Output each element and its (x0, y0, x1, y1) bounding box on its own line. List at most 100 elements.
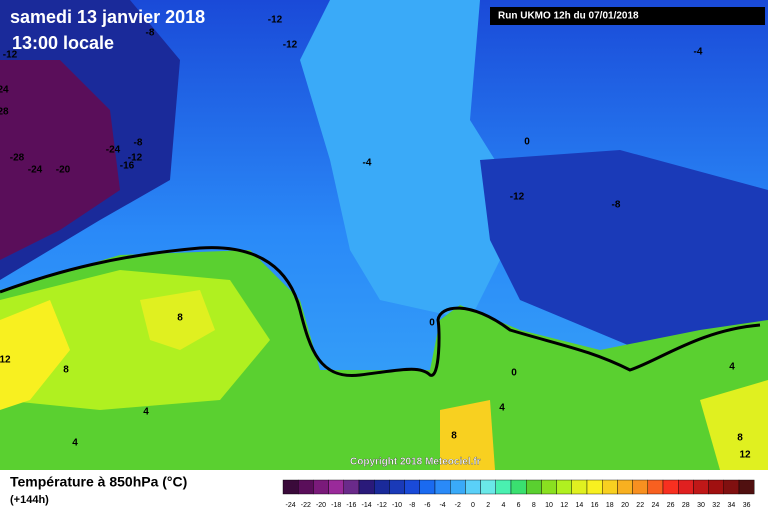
zero-isotherm (0, 246, 761, 378)
colorbar-label: 26 (667, 502, 675, 509)
contour-label: 4 (729, 362, 735, 373)
colorbar-label: 6 (517, 502, 521, 509)
colorbar-label: -20 (316, 502, 326, 509)
contour-label: -4 (363, 158, 372, 169)
contour-label: 0 (511, 368, 517, 379)
colorbar-label: 32 (712, 502, 720, 509)
contour-label: -24 (28, 165, 43, 176)
date-label: samedi 13 janvier 2018 (10, 7, 205, 27)
contour-label: 24 (0, 85, 9, 96)
run-label: Run UKMO 12h du 07/01/2018 (498, 11, 639, 22)
colorbar-swatch (556, 479, 572, 495)
contour-label: 12 (739, 450, 751, 461)
copyright: Copyright 2018 Meteociel.fr (350, 457, 481, 468)
colorbar-label: 36 (743, 502, 751, 509)
colorbar-swatch (343, 479, 360, 495)
contour-label: 8 (177, 313, 183, 324)
colorbar-label: 22 (636, 502, 644, 509)
colorbar-swatch (358, 479, 375, 495)
colorbar-label: 10 (545, 502, 553, 509)
colorbar-swatch (313, 479, 329, 495)
colorbar-label: -18 (331, 502, 341, 509)
contour-label: -8 (134, 138, 143, 149)
contour-label: 0 (524, 137, 530, 148)
colorbar-swatch (602, 479, 618, 495)
contour-label: 8 (737, 433, 743, 444)
contour-label: -12 (128, 153, 143, 164)
run-box (490, 7, 765, 25)
colorbar-swatch (723, 479, 740, 495)
contour-label: 4 (72, 438, 78, 449)
colorbar-label: -24 (286, 502, 296, 509)
warm-region (440, 400, 495, 470)
colorbar-swatch (586, 479, 603, 495)
colorbar-swatch (450, 479, 466, 495)
colorbar-swatch (404, 479, 421, 495)
colorbar-label: 8 (532, 502, 536, 509)
colorbar-label: -14 (362, 502, 372, 509)
colorbar-label: -12 (377, 502, 387, 509)
time-label: 13:00 locale (12, 33, 114, 53)
contour-label: 4 (499, 403, 505, 414)
colorbar-swatch (282, 479, 299, 495)
colorbar-swatch (693, 479, 709, 495)
colorbar-label: 20 (621, 502, 629, 509)
colorbar-label: 2 (486, 502, 490, 509)
colorbar-swatch (374, 479, 390, 495)
colorbar-swatch (678, 479, 694, 495)
colorbar-label: 14 (576, 502, 584, 509)
warm-region (0, 300, 70, 410)
colorbar-swatch (541, 479, 557, 495)
colorbar-swatch (571, 479, 588, 495)
colorbar-label: -8 (409, 502, 415, 509)
colorbar-swatch (738, 479, 755, 495)
colorbar-swatch (526, 479, 542, 495)
colorbar-label: 4 (501, 502, 505, 509)
contour-label: -16 (120, 161, 135, 172)
colorbar-label: 18 (606, 502, 614, 509)
contour-label: -28 (10, 153, 25, 164)
colorbar-label: -4 (439, 502, 445, 509)
footer-lead: (+144h) (10, 494, 49, 506)
colorbar-swatch (662, 479, 679, 495)
contour-label: -12 (283, 40, 298, 51)
contour-label: -8 (146, 28, 155, 39)
colorbar-label: 16 (591, 502, 599, 509)
contour-label: 8 (63, 365, 69, 376)
contour-label: -12 (510, 192, 525, 203)
colorbar-label: -22 (301, 502, 311, 509)
colorbar-swatch (708, 479, 724, 495)
warm-region (140, 290, 215, 350)
cold-region (0, 60, 120, 260)
colorbar-swatch (434, 479, 451, 495)
contour-label: -4 (694, 47, 703, 58)
colorbar-label: 28 (682, 502, 690, 509)
colorbar-label: -6 (424, 502, 430, 509)
colorbar-swatch (647, 479, 664, 495)
warm-region (700, 380, 768, 470)
colorbar-label: 30 (697, 502, 705, 509)
contour-label: -8 (612, 200, 621, 211)
colorbar-swatch (419, 479, 436, 495)
colorbar-swatch (465, 479, 481, 495)
contour-label: -20 (56, 165, 71, 176)
contour-label: -24 (106, 145, 121, 156)
colorbar-swatch (389, 479, 405, 495)
colorbar-swatch (510, 479, 527, 495)
colorbar-label: 0 (471, 502, 475, 509)
colorbar-swatch (328, 479, 345, 495)
colorbar-label: 34 (728, 502, 736, 509)
colorbar-label: -2 (455, 502, 461, 509)
colorbar-swatch (298, 479, 314, 495)
colorbar-swatch (480, 479, 497, 495)
colorbar-swatch (632, 479, 648, 495)
colorbar-label: 24 (652, 502, 660, 509)
contour-label: 0 (429, 318, 435, 329)
colorbar-swatch (495, 479, 512, 495)
colorbar-label: -10 (392, 502, 402, 509)
contour-label: 8 (451, 431, 457, 442)
contour-label: 28 (0, 107, 9, 118)
colorbar-label: 12 (560, 502, 568, 509)
contour-label: -12 (3, 50, 18, 61)
